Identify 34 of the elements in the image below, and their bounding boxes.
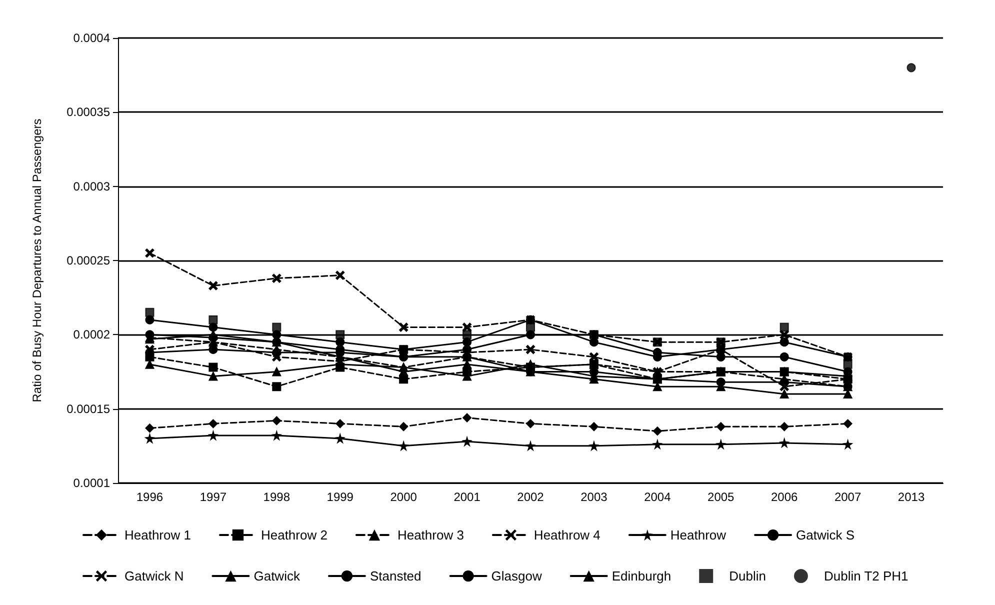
legend-label: Dublin xyxy=(729,568,766,584)
x-tick-label: 2013 xyxy=(898,490,925,504)
legend-label: Heathrow 2 xyxy=(260,528,328,542)
x-tick-label: 2003 xyxy=(580,490,608,504)
x-tick-label: 1997 xyxy=(200,490,227,504)
x-tick-label: 2000 xyxy=(390,490,418,504)
legend-label: Gatwick xyxy=(254,568,300,584)
legend-label: Glasgow xyxy=(491,568,542,584)
legend-label: Heathrow xyxy=(670,528,727,542)
x-tick-label: 2001 xyxy=(454,490,481,504)
legend-label: Heathrow 4 xyxy=(534,528,600,542)
x-tick-label: 2002 xyxy=(517,490,544,504)
legend-label: Edinburgh xyxy=(612,568,672,584)
x-tick-label: 2006 xyxy=(770,490,798,504)
legend-label: Dublin T2 PH1 xyxy=(824,568,908,584)
legend-label: Gatwick N xyxy=(124,568,184,584)
x-tick-label: 1996 xyxy=(136,490,164,504)
y-tick-label: 0.0003 xyxy=(73,179,110,194)
y-tick-label: 0.0001 xyxy=(73,476,110,490)
y-tick-label: 0.0002 xyxy=(73,328,110,342)
legend-label: Heathrow 3 xyxy=(397,528,464,542)
x-tick-label: 2005 xyxy=(708,490,735,504)
legend-label: Gatwick S xyxy=(796,528,855,542)
x-tick-label: 1999 xyxy=(326,490,354,504)
x-tick-label: 1998 xyxy=(263,490,290,504)
x-tick-label: 2004 xyxy=(644,490,672,504)
legend-label: Stansted xyxy=(370,568,422,584)
y-tick-label: 0.00035 xyxy=(66,105,110,120)
y-axis-title: Ratio of Busy Hour Departures to Annual Passengers xyxy=(30,118,44,402)
y-tick-label: 0.00015 xyxy=(66,402,110,416)
x-tick-label: 2007 xyxy=(834,490,862,504)
legend-label: Heathrow 1 xyxy=(124,528,191,542)
y-tick-label: 0.00025 xyxy=(66,254,110,268)
y-tick-label: 0.0004 xyxy=(73,31,110,45)
